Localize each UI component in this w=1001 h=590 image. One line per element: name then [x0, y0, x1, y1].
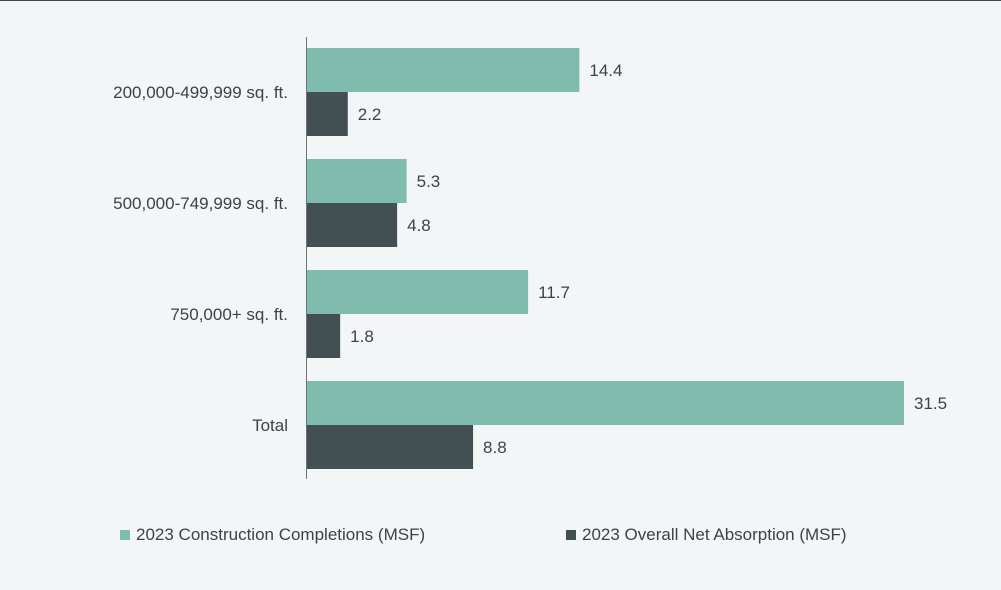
bar-chart: 200,000-499,999 sq. ft. 14.4 2.2 500,000-74…	[113, 37, 947, 479]
legend-swatch-completions	[120, 530, 130, 540]
legend-label-absorption: 2023 Overall Net Absorption (MSF)	[582, 525, 847, 544]
category-label-total: Total	[252, 416, 288, 435]
data-label-absorption-total: 8.8	[483, 438, 507, 457]
data-label-completions-500k-749k: 5.3	[417, 172, 441, 191]
bar-absorption-750k-plus	[306, 314, 341, 358]
data-label-completions-total: 31.5	[914, 394, 947, 413]
bars-layer	[306, 48, 904, 469]
bar-completions-500k-749k	[306, 159, 407, 203]
data-label-absorption-500k-749k: 4.8	[407, 216, 431, 235]
bar-absorption-total	[306, 425, 474, 469]
bar-completions-total	[306, 381, 904, 425]
bar-completions-200k-499k	[306, 48, 580, 92]
data-label-absorption-750k-plus: 1.8	[350, 327, 374, 346]
legend-item-absorption: 2023 Overall Net Absorption (MSF)	[566, 525, 847, 545]
labels-layer: 200,000-499,999 sq. ft. 14.4 2.2 500,000-74…	[113, 61, 947, 457]
bar-completions-750k-plus	[306, 270, 529, 314]
bar-absorption-500k-749k	[306, 203, 398, 247]
legend: 2023 Construction Completions (MSF) 2023…	[0, 525, 1001, 553]
bar-absorption-200k-499k	[306, 92, 348, 136]
category-label-750k-plus: 750,000+ sq. ft.	[170, 305, 288, 324]
category-label-500k-749k: 500,000-749,999 sq. ft.	[113, 194, 288, 213]
legend-swatch-absorption	[566, 530, 576, 540]
legend-label-completions: 2023 Construction Completions (MSF)	[136, 525, 426, 544]
data-label-completions-750k-plus: 11.7	[538, 283, 570, 302]
data-label-completions-200k-499k: 14.4	[589, 61, 622, 80]
legend-item-completions: 2023 Construction Completions (MSF)	[120, 525, 425, 545]
category-label-200k-499k: 200,000-499,999 sq. ft.	[113, 83, 288, 102]
data-label-absorption-200k-499k: 2.2	[358, 105, 382, 124]
